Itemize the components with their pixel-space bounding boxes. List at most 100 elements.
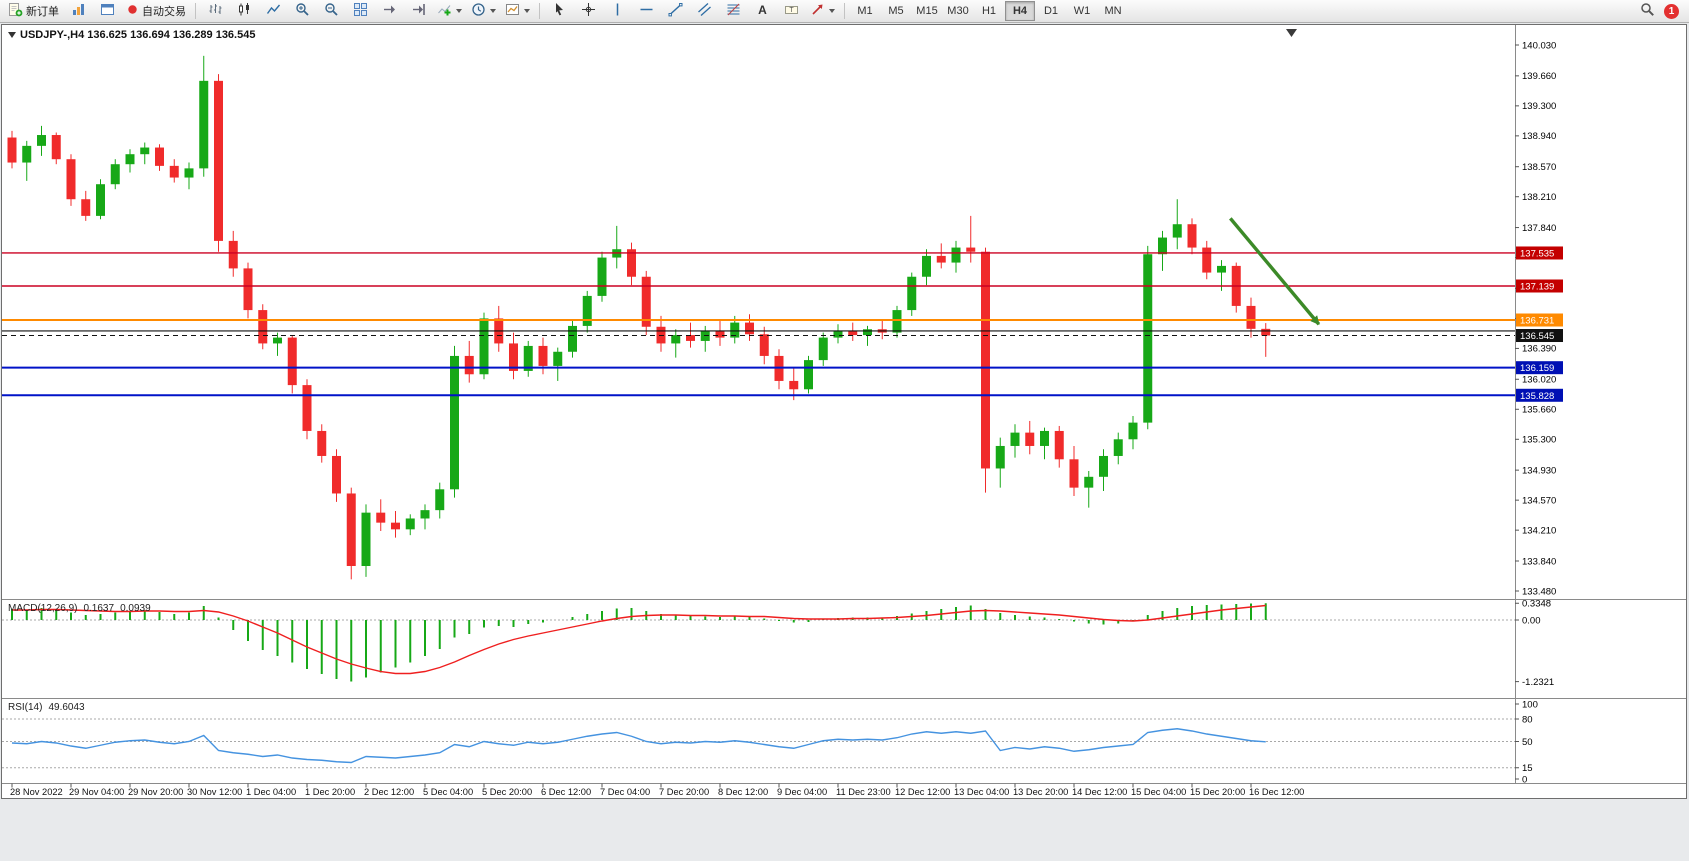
chart-title: USDJPY-,H4 136.625 136.694 136.289 136.5… <box>8 29 255 41</box>
arrows-tool-button[interactable] <box>806 0 839 22</box>
rsi-line <box>11 728 1266 764</box>
svg-text:15 Dec 04:00: 15 Dec 04:00 <box>1131 787 1186 797</box>
svg-text:136.159: 136.159 <box>1520 363 1554 374</box>
templates-button[interactable] <box>501 0 534 22</box>
time-axis: 28 Nov 2022 29 Nov 04:00 29 Nov 20:00 30 No… <box>10 783 1304 797</box>
tile-windows-icon <box>353 2 368 20</box>
auto-scroll-icon <box>382 2 397 20</box>
chart-profiles-button[interactable] <box>64 0 92 22</box>
shift-end-marker[interactable] <box>1286 29 1297 37</box>
new-order-label: 新订单 <box>26 6 59 18</box>
svg-text:11 Dec 23:00: 11 Dec 23:00 <box>836 787 891 797</box>
svg-text:50: 50 <box>1522 737 1533 748</box>
auto-scroll-button[interactable] <box>375 0 403 22</box>
svg-text:139.300: 139.300 <box>1522 101 1556 112</box>
trendline-button[interactable] <box>661 0 689 22</box>
timeframe-m5-button[interactable]: M5 <box>888 5 904 17</box>
svg-text:138.210: 138.210 <box>1522 192 1556 203</box>
timeframe-w1-button[interactable]: W1 <box>1073 5 1091 17</box>
macd-value-signal: 0.0939 <box>120 603 151 614</box>
horizontal-line-button[interactable] <box>632 0 660 22</box>
svg-text:A: A <box>758 3 767 17</box>
new-order-icon <box>8 2 23 20</box>
svg-text:137.840: 137.840 <box>1522 223 1556 234</box>
svg-text:2 Dec 12:00: 2 Dec 12:00 <box>364 787 414 797</box>
horizontal-line-icon <box>639 2 654 20</box>
chart-shift-button[interactable] <box>404 0 432 22</box>
candlestick-chart-button[interactable] <box>230 0 258 22</box>
macd-name: MACD(12,26,9) <box>8 603 78 614</box>
svg-text:137.139: 137.139 <box>1520 281 1554 292</box>
line-chart-icon <box>266 2 281 20</box>
horizontal-lines[interactable] <box>2 252 1515 397</box>
indicators-button[interactable] <box>433 0 466 22</box>
svg-text:5 Dec 04:00: 5 Dec 04:00 <box>423 787 473 797</box>
chart-canvas[interactable]: 140.030 139.660 139.300 138.940 138.570 138.2… <box>2 25 1686 798</box>
new-order-button[interactable]: 新订单 <box>4 0 63 22</box>
fibonacci-icon <box>726 2 741 20</box>
chart-title-arrow-icon[interactable] <box>8 32 16 38</box>
svg-text:29 Nov 04:00: 29 Nov 04:00 <box>69 787 124 797</box>
timeframe-mn-button[interactable]: MN <box>1104 5 1122 17</box>
periods-button[interactable] <box>467 0 500 22</box>
svg-text:6 Dec 12:00: 6 Dec 12:00 <box>541 787 591 797</box>
cursor-button[interactable] <box>545 0 573 22</box>
text-label-icon: T <box>784 2 799 20</box>
zoom-in-button[interactable] <box>288 0 316 22</box>
toolbar-separator <box>844 3 845 19</box>
trend-arrow[interactable] <box>1229 217 1321 326</box>
notification-badge[interactable]: 1 <box>1664 3 1679 19</box>
svg-text:136.545: 136.545 <box>1520 331 1554 342</box>
vertical-line-button[interactable] <box>603 0 631 22</box>
line-chart-button[interactable] <box>259 0 287 22</box>
rsi-name: RSI(14) <box>8 702 43 713</box>
chart-window[interactable]: 140.030 139.660 139.300 138.940 138.570 138.2… <box>1 24 1687 799</box>
timeframe-m1-button[interactable]: M1 <box>857 5 873 17</box>
bar-chart-button[interactable] <box>201 0 229 22</box>
svg-text:12 Dec 12:00: 12 Dec 12:00 <box>895 787 950 797</box>
macd-label: MACD(12,26,9) 0.1637 0.0939 <box>8 603 157 614</box>
svg-text:9 Dec 04:00: 9 Dec 04:00 <box>777 787 827 797</box>
search-icon <box>1640 2 1655 20</box>
channel-button[interactable] <box>690 0 718 22</box>
clock-icon <box>471 2 486 20</box>
channel-icon <box>697 2 712 20</box>
timeframe-h1-button[interactable]: H1 <box>981 5 997 17</box>
trendline-icon <box>668 2 683 20</box>
toolbar-separator <box>539 3 540 19</box>
zoom-out-icon <box>324 2 339 20</box>
auto-trading-button[interactable]: 自动交易 <box>122 0 190 22</box>
svg-text:28 Nov 2022: 28 Nov 2022 <box>10 787 63 797</box>
svg-text:133.840: 133.840 <box>1522 556 1556 567</box>
search-button[interactable] <box>1633 0 1661 22</box>
svg-text:136.390: 136.390 <box>1522 344 1556 355</box>
svg-text:136.020: 136.020 <box>1522 375 1556 386</box>
data-window-button[interactable] <box>93 0 121 22</box>
svg-text:138.940: 138.940 <box>1522 131 1556 142</box>
crosshair-button[interactable] <box>574 0 602 22</box>
rsi-value: 49.6043 <box>48 702 85 713</box>
zoom-out-button[interactable] <box>317 0 345 22</box>
svg-text:7 Dec 04:00: 7 Dec 04:00 <box>600 787 650 797</box>
svg-text:15 Dec 20:00: 15 Dec 20:00 <box>1190 787 1245 797</box>
indicators-icon <box>437 2 452 20</box>
templates-dropdown-caret <box>524 9 530 13</box>
candlestick-chart-icon <box>237 2 252 20</box>
arrows-dropdown-caret <box>829 9 835 13</box>
timeframe-m15-button[interactable]: M15 <box>916 5 938 17</box>
fibonacci-button[interactable] <box>719 0 747 22</box>
rsi-panel: 100 80 50 150 <box>2 699 1538 785</box>
svg-text:136.731: 136.731 <box>1520 316 1554 327</box>
timeframe-d1-button[interactable]: D1 <box>1043 5 1059 17</box>
rsi-label: RSI(14) 49.6043 <box>8 702 91 713</box>
svg-text:1 Dec 20:00: 1 Dec 20:00 <box>305 787 355 797</box>
timeframe-h4-button[interactable]: H4 <box>1005 1 1035 21</box>
timeframe-m30-button[interactable]: M30 <box>947 5 969 17</box>
text-label-button[interactable]: T <box>777 0 805 22</box>
toolbar-separator <box>195 3 196 19</box>
tile-windows-button[interactable] <box>346 0 374 22</box>
text-tool-button[interactable]: A <box>748 0 776 22</box>
svg-text:13 Dec 04:00: 13 Dec 04:00 <box>954 787 1009 797</box>
svg-text:135.660: 135.660 <box>1522 405 1556 416</box>
